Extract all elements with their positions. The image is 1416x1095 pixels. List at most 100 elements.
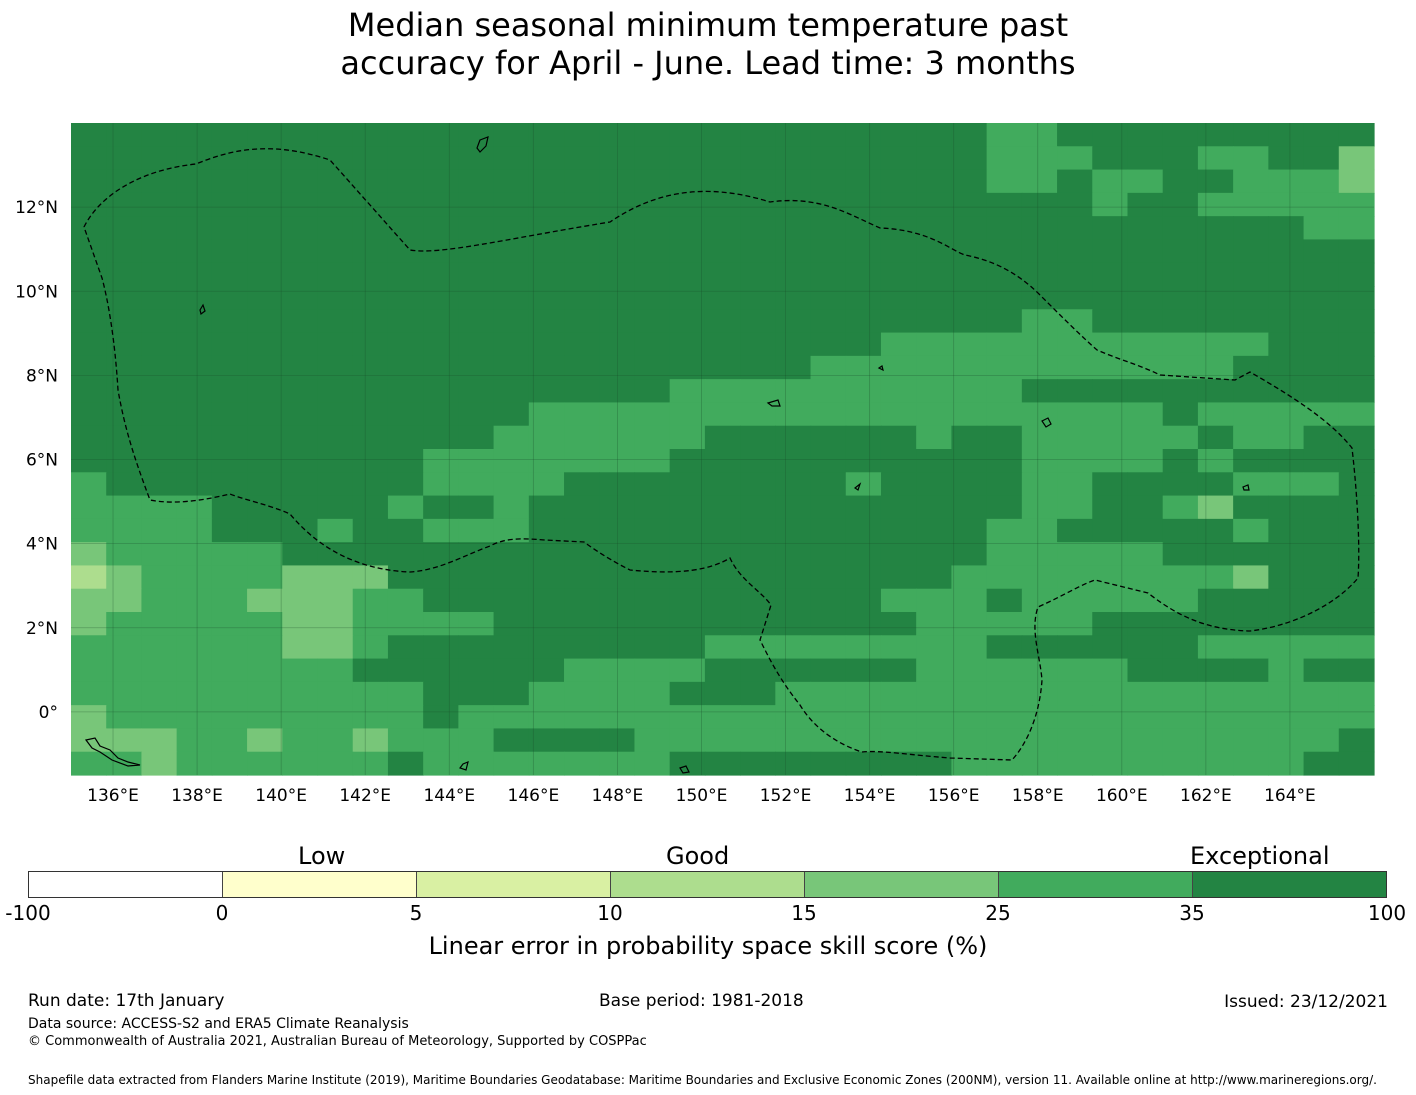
grid-cell [669,216,706,241]
grid-cell [423,332,459,357]
grid-cell [1057,588,1093,613]
grid-cell [634,425,671,450]
grid-cell [564,192,600,217]
grid-cell [1021,518,1058,543]
y-tick-label: 8°N [26,366,58,386]
grid-cell [775,728,812,753]
grid-cell [1338,192,1375,217]
colorbar-axis-label: Linear error in probability space skill … [428,932,988,960]
grid-cell [845,192,882,217]
grid-cell [317,379,354,404]
grid-cell [352,449,389,473]
grid-cell [740,286,776,310]
grid-cell [1197,332,1234,357]
grid-cell [1021,425,1058,450]
grid-cell [71,635,107,660]
grid-cell [1233,728,1269,753]
grid-cell [493,286,530,310]
grid-cell [387,588,424,613]
grid-cell [740,635,776,660]
grid-cell [916,472,953,497]
grid-cell [352,658,389,683]
grid-cell [1127,542,1164,567]
grid-cell [1092,495,1129,520]
grid-cell [1338,495,1375,520]
grid-cell [564,681,600,706]
grid-cell [141,449,178,473]
grid-cell [1197,402,1234,427]
grid-cell [775,402,812,427]
grid-cell [1268,495,1305,520]
grid-cell [916,402,953,427]
grid-cell [1127,332,1164,357]
grid-cell [916,588,953,613]
grid-cell [704,658,741,683]
grid-cell [775,355,812,380]
grid-cell [704,402,741,427]
grid-cell [564,472,600,497]
grid-cell [458,472,495,497]
grid-cell [1303,286,1340,310]
grid-cell [1162,309,1199,334]
grid-cell [951,518,988,543]
grid-cell [880,542,917,567]
grid-cell [1127,123,1164,147]
colorbar-segment [999,872,1193,897]
grid-cell [247,262,283,287]
grid-cell [1338,332,1375,357]
grid-cell [1338,309,1375,334]
grid-cell [810,705,847,730]
grid-cell [176,565,213,590]
grid-cell [916,565,953,590]
grid-cell [1021,705,1058,730]
grid-cell [282,518,319,543]
grid-cell [669,262,706,287]
grid-cell [740,518,776,543]
grid-cell [740,332,776,357]
grid-cell [458,681,495,706]
grid-cell [1268,309,1305,334]
grid-cell [1233,123,1269,147]
grid-cell [916,309,953,334]
grid-cell [880,332,917,357]
grid-cell [564,169,600,194]
grid-cell [1162,542,1199,567]
grid-cell [916,449,953,473]
grid-cell [423,146,459,171]
grid-cell [599,425,636,450]
grid-cell [669,518,706,543]
grid-cell [1338,355,1375,380]
grid-cell [1057,728,1093,753]
grid-cell [528,309,565,334]
grid-cell [599,286,636,310]
grid-cell [528,146,565,171]
grid-cell [845,612,882,636]
grid-cell [317,309,354,334]
grid-cell [916,705,953,730]
grid-cell [1268,565,1305,590]
grid-cell [387,239,424,264]
grid-cell [1162,518,1199,543]
grid-cell [176,402,213,427]
grid-cell [1162,123,1199,147]
grid-cell [141,379,178,404]
grid-cell [599,192,636,217]
grid-cell [352,705,389,730]
grid-cell [1092,146,1129,171]
grid-cell [564,286,600,310]
grid-cell [1021,658,1058,683]
grid-cell [986,192,1023,217]
grid-cell [916,681,953,706]
grid-cell [986,751,1023,776]
grid-cell [1303,262,1340,287]
grid-cell [176,192,213,217]
grid-cell [247,681,283,706]
grid-cell [1303,728,1340,753]
grid-cell [1233,309,1269,334]
grid-cell [1338,681,1375,706]
grid-cell [71,705,107,730]
colorbar-tick: 0 [215,901,229,925]
grid-cell [106,379,143,404]
grid-cell [141,751,178,776]
grid-cell [880,449,917,473]
